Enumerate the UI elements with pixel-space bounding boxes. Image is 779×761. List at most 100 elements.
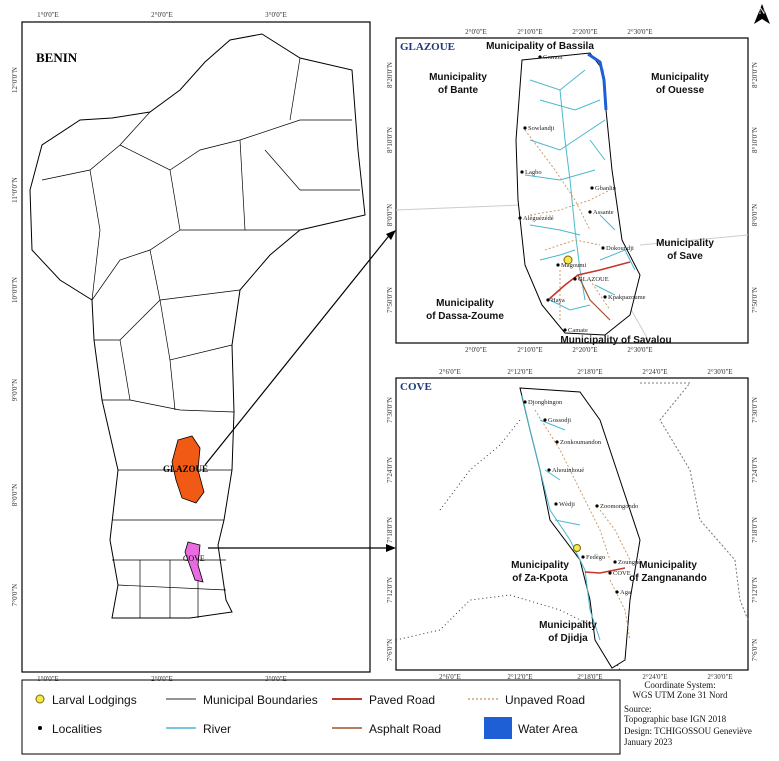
municipality-label: Municipality of Djidja	[539, 620, 597, 644]
locality-label: Dokoundji	[606, 245, 634, 252]
locality	[603, 295, 607, 299]
tick-label: 2°24'0"E	[642, 368, 667, 376]
legend-label: Paved Road	[369, 693, 435, 707]
tick-label: 8°10'0"N	[751, 127, 759, 153]
tick-label: 8°0'0"N	[386, 204, 394, 226]
cove-commune	[519, 387, 641, 669]
locality	[555, 440, 559, 444]
tick-label: 2°18'0"E	[577, 673, 602, 681]
tick-label: 7°18'0"N	[751, 517, 759, 543]
locality-label: Gossodji	[548, 417, 571, 424]
tick-label: 2°10'0"E	[517, 346, 542, 354]
source-text: January 2023	[624, 737, 673, 747]
legend-label: River	[203, 722, 231, 736]
municipality-label: Municipality of Dassa-Zoume	[426, 298, 504, 322]
legend-label: Water Area	[518, 722, 578, 736]
tick-label: 2°30'0"E	[627, 28, 652, 36]
source-text: Coordinate System:	[644, 680, 715, 690]
locality	[581, 555, 585, 559]
cove-label: COVE	[183, 554, 205, 563]
municipality-label: Municipality of Za-Kpota	[511, 560, 569, 584]
tick-label: 11°0'0"N	[11, 177, 19, 203]
locality-label: COVE	[613, 570, 631, 577]
locality-label: Aga	[620, 589, 631, 596]
larval-lodging	[573, 544, 581, 552]
tick-label: 2°12'0"E	[507, 673, 532, 681]
tick-label: 12°0'0"N	[11, 67, 19, 93]
legend-label: Asphalt Road	[369, 722, 441, 736]
cove-unpaved-roads	[534, 409, 631, 641]
tick-label: 8°0'0"N	[751, 204, 759, 226]
main-frame	[21, 21, 371, 673]
locality-label: Assante	[593, 209, 614, 216]
locality-label: Zonkoumandon	[560, 439, 602, 446]
tick-label: 1°0'0"E	[37, 11, 59, 19]
cove-area	[184, 541, 204, 583]
locality-label: Fedègo	[586, 554, 605, 561]
tick-label: 10°0'0"N	[11, 277, 19, 303]
legend-label: Localities	[52, 722, 102, 736]
tick-label: 7°0'0"N	[11, 584, 19, 606]
locality	[546, 298, 550, 302]
tick-label: 8°10'0"N	[386, 127, 394, 153]
legend-symbol	[484, 717, 512, 739]
tick-label: 2°12'0"E	[507, 368, 532, 376]
tick-label: 2°30'0"E	[707, 368, 732, 376]
locality-label: Camate	[568, 327, 588, 334]
source-text: Design: TCHIGOSSOU Geneviève	[624, 726, 752, 736]
tick-label: 2°6'0"E	[439, 368, 461, 376]
tick-label: 7°6'0"N	[386, 639, 394, 661]
water-area	[587, 52, 608, 111]
tick-label: 7°50'0"N	[751, 287, 759, 313]
locality-label: Gbanlin	[595, 185, 617, 192]
locality-label: Magoumi	[561, 262, 586, 269]
tick-label: 7°18'0"N	[386, 517, 394, 543]
locality-label: Gomon	[543, 54, 563, 61]
arrow-head	[386, 230, 396, 240]
department-boundaries	[41, 57, 360, 618]
locality	[523, 400, 527, 404]
locality	[608, 571, 612, 575]
paved-road	[584, 567, 626, 574]
tick-label: 7°24'0"N	[386, 457, 394, 483]
legend-label: Larval Lodgings	[52, 693, 137, 707]
tick-label: 3°0'0"E	[265, 11, 287, 19]
locality-label: Ahouinhoué	[552, 467, 584, 474]
locality	[543, 418, 547, 422]
tick-label: 2°20'0"E	[572, 28, 597, 36]
locality	[595, 504, 599, 508]
larval-lodging	[563, 255, 573, 265]
tick-label: 2°30'0"E	[627, 346, 652, 354]
locality-label: Zoomongondo	[600, 503, 638, 510]
tick-label: 7°6'0"N	[751, 639, 759, 661]
tick-label: 2°6'0"E	[439, 673, 461, 681]
tick-label: 8°0'0"N	[11, 484, 19, 506]
locality-label: Djongbingon	[528, 399, 563, 406]
arrow-head	[386, 544, 396, 552]
legend-symbol	[35, 694, 45, 704]
locality	[538, 55, 542, 59]
tick-label: 8°20'0"N	[751, 62, 759, 88]
tick-label: 9°0'0"N	[11, 379, 19, 401]
municipality-label: Municipality of Savalou	[560, 335, 671, 346]
tick-label: 2°0'0"E	[151, 11, 173, 19]
tick-label: 2°30'0"E	[707, 673, 732, 681]
cove-boundary	[640, 382, 749, 621]
tick-label: 2°0'0"E	[465, 28, 487, 36]
source-text: Source:	[624, 704, 652, 714]
tick-label: 2°20'0"E	[572, 346, 597, 354]
locality	[588, 210, 592, 214]
tick-label: 8°20'0"N	[386, 62, 394, 88]
locality-label: Zounguè	[618, 559, 641, 566]
locality	[518, 216, 522, 220]
tick-label: 7°12'0"N	[751, 577, 759, 603]
municipality-label: Municipality of Bassila	[486, 41, 594, 52]
locality	[556, 263, 560, 267]
legend-frame	[21, 679, 621, 755]
locality	[615, 590, 619, 594]
tick-label: 7°30'0"N	[751, 397, 759, 423]
locality	[563, 328, 567, 332]
locality	[590, 186, 594, 190]
source-text: Topographic base IGN 2018	[624, 714, 727, 724]
locality	[547, 468, 551, 472]
